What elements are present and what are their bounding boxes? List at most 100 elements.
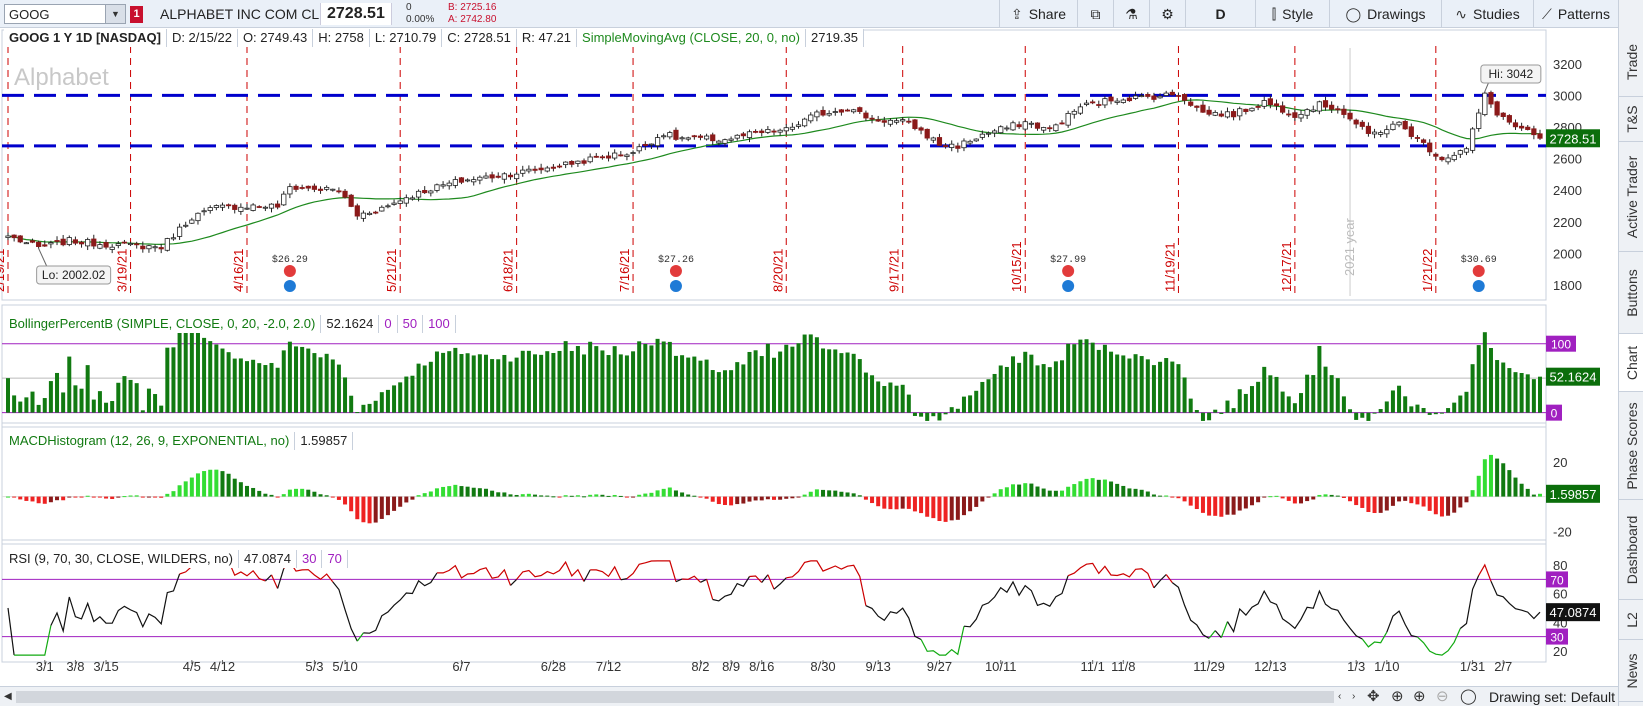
tab-news[interactable]: News bbox=[1619, 640, 1643, 702]
candle bbox=[1286, 109, 1292, 118]
macd-bar bbox=[631, 496, 636, 498]
symbol-input[interactable]: GOOG ▼ bbox=[4, 4, 126, 24]
macd-bar bbox=[244, 485, 249, 497]
macd-bar bbox=[97, 496, 102, 498]
tab-active-trader[interactable]: Active Trader bbox=[1619, 142, 1643, 252]
candle bbox=[170, 233, 177, 241]
macd-bar bbox=[91, 496, 96, 498]
chart-text-layer: Alphabet bbox=[14, 64, 109, 91]
scroll-back-icon[interactable]: ‹ bbox=[1338, 691, 1342, 702]
tab-ts[interactable]: T&S bbox=[1619, 97, 1643, 142]
candle bbox=[164, 237, 170, 252]
bb-bar bbox=[153, 394, 158, 413]
link-group-badge[interactable]: 1 bbox=[130, 6, 143, 23]
zoom-out-icon[interactable]: ⊖ bbox=[1436, 688, 1449, 705]
macd-label[interactable]: MACDHistogram (12, 26, 9, EXPONENTIAL, n… bbox=[4, 432, 296, 450]
bb-bar bbox=[851, 353, 856, 413]
scroll-forward-icon[interactable]: › bbox=[1352, 691, 1356, 702]
bb-label[interactable]: BollingerPercentB (SIMPLE, CLOSE, 0, 20,… bbox=[4, 315, 322, 333]
bb-bar bbox=[612, 346, 617, 413]
macd-bar bbox=[1115, 483, 1120, 497]
candle bbox=[311, 183, 318, 193]
macd-bar bbox=[1139, 489, 1144, 497]
settings-button[interactable]: ⚙ bbox=[1149, 0, 1185, 28]
scroll-left-icon[interactable]: ◀ bbox=[4, 691, 12, 702]
drawing-set-label[interactable]: Drawing set: Default bbox=[1489, 689, 1616, 705]
candle bbox=[78, 240, 85, 248]
rsi-70-tag bbox=[1546, 571, 1568, 588]
zoom-in-icon[interactable]: ⊕ bbox=[1413, 688, 1426, 705]
macd-bar bbox=[471, 487, 476, 497]
bb-bar bbox=[710, 370, 715, 413]
candle-body bbox=[1096, 104, 1102, 106]
bb-bar bbox=[55, 372, 60, 413]
detach-button[interactable]: ⧉ bbox=[1077, 0, 1113, 28]
time-scrollbar[interactable] bbox=[16, 691, 1334, 703]
candle-body bbox=[115, 243, 121, 246]
bb-bar bbox=[600, 350, 605, 413]
candle bbox=[808, 112, 814, 124]
candle-body bbox=[36, 241, 42, 247]
tab-l2[interactable]: L2 bbox=[1619, 600, 1643, 640]
tab-phase-scores[interactable]: Phase Scores bbox=[1619, 392, 1643, 500]
tab-dashboard[interactable]: Dashboard bbox=[1619, 500, 1643, 600]
macd-bar bbox=[1476, 475, 1481, 497]
tab-trade[interactable]: Trade bbox=[1619, 27, 1643, 97]
share-button[interactable]: ⇪ Share bbox=[999, 0, 1077, 28]
drawings-button[interactable]: ◯ Drawings bbox=[1329, 0, 1441, 28]
ohlc-close: C: 2728.51 bbox=[442, 29, 517, 47]
tab-chart[interactable]: Chart bbox=[1619, 334, 1643, 392]
tab-trade-label: Trade bbox=[1623, 43, 1640, 80]
patterns-button[interactable]: ⟋ Patterns bbox=[1533, 0, 1618, 28]
macd-bar bbox=[802, 494, 807, 497]
bb-bar bbox=[686, 357, 691, 413]
candle bbox=[1267, 95, 1273, 109]
chevron-down-icon[interactable]: ▼ bbox=[105, 5, 125, 23]
rsi-line bbox=[356, 632, 364, 642]
macd-bar bbox=[986, 496, 991, 498]
rsi-line bbox=[583, 569, 591, 582]
earnings-phone-icon bbox=[1062, 265, 1075, 277]
bb-bar bbox=[1421, 408, 1426, 413]
macd-panel[interactable]: -20 20 1.59857 bbox=[2, 455, 1600, 539]
bb-bar bbox=[1072, 344, 1077, 413]
bb-bar bbox=[992, 373, 997, 413]
rsi-line bbox=[712, 576, 751, 602]
bb-bar bbox=[263, 365, 268, 413]
candle-body bbox=[1200, 104, 1206, 113]
candle bbox=[526, 165, 532, 174]
ellipse-icon[interactable]: ◯ bbox=[1460, 688, 1477, 705]
period-button[interactable]: D bbox=[1185, 0, 1255, 28]
candle-body bbox=[844, 109, 851, 112]
candle bbox=[1292, 109, 1298, 121]
style-button[interactable]: ⫿ Style bbox=[1255, 0, 1329, 28]
x-axis-tick-label: 1/31 bbox=[1460, 659, 1485, 674]
bb-zero-tag-text: 0 bbox=[1551, 407, 1558, 421]
candle bbox=[679, 135, 685, 142]
candle bbox=[1414, 135, 1421, 143]
candle bbox=[1457, 149, 1463, 158]
candle bbox=[66, 235, 72, 247]
tab-buttons[interactable]: Buttons bbox=[1619, 252, 1643, 334]
candle-body bbox=[1537, 133, 1543, 139]
candle-body bbox=[1476, 112, 1482, 129]
sma-label[interactable]: SimpleMovingAvg (CLOSE, 20, 0, no) bbox=[577, 29, 807, 47]
lab-button[interactable]: ⚗ bbox=[1113, 0, 1149, 28]
bollinger-panel[interactable]: 100 52.1624 0 bbox=[2, 326, 1600, 421]
price-panel[interactable]: 2/19/21 3/19/21 4/16/21 5/21/21 6/18/21 7/16/… bbox=[0, 29, 1600, 663]
candle-body bbox=[238, 206, 244, 212]
bb-bar bbox=[808, 334, 813, 413]
candle bbox=[1041, 126, 1047, 134]
chart-canvas[interactable]: 2/19/21 3/19/21 4/16/21 5/21/21 6/18/21 7/16/… bbox=[0, 28, 1618, 686]
rsi-line bbox=[437, 564, 512, 586]
macd-bar bbox=[1268, 496, 1273, 498]
crosshair-icon[interactable]: ⊕ bbox=[1391, 688, 1404, 705]
rsi-label[interactable]: RSI (9, 70, 30, CLOSE, WILDERS, no) bbox=[4, 550, 239, 568]
bb-bar bbox=[508, 361, 513, 413]
bb-bar bbox=[471, 355, 476, 413]
x-axis-tick-label: 11/8 bbox=[1111, 659, 1135, 674]
studies-button[interactable]: ∿ Studies bbox=[1441, 0, 1533, 28]
macd-bar bbox=[1513, 477, 1518, 497]
pan-icon[interactable]: ✥ bbox=[1367, 688, 1380, 705]
